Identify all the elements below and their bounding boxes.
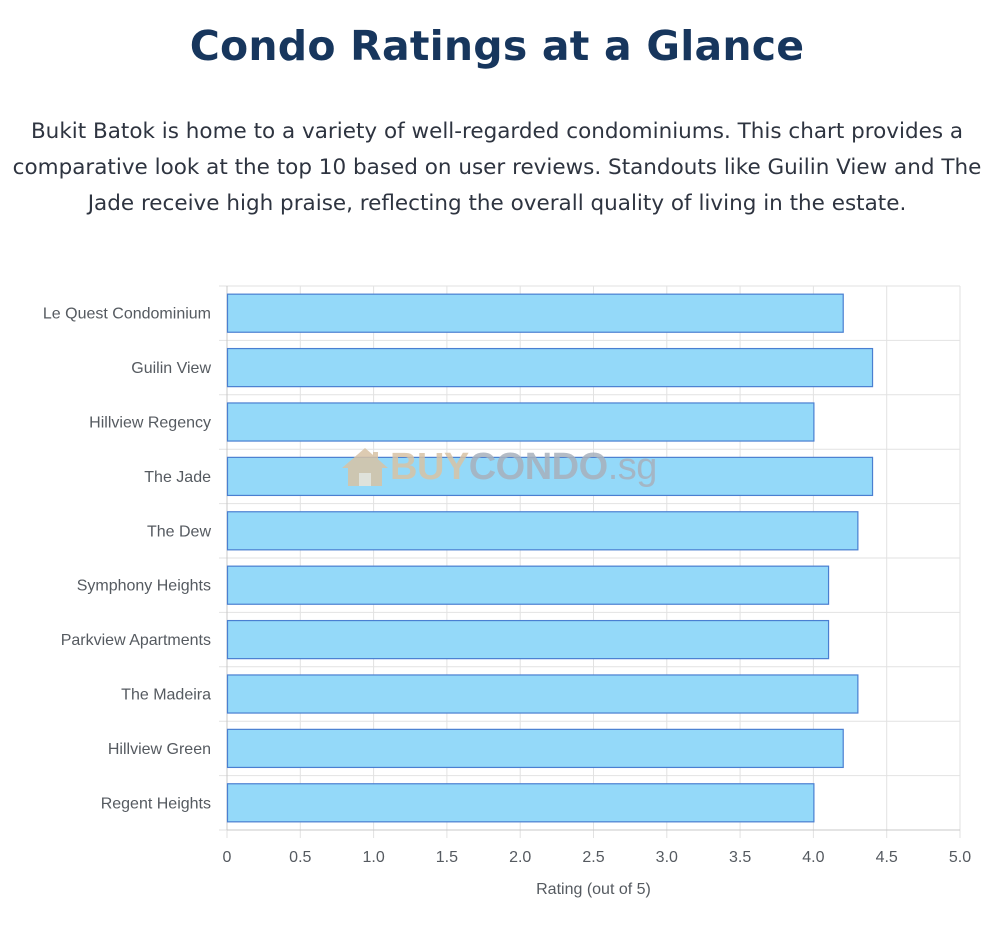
category-label: Regent Heights bbox=[101, 795, 211, 812]
bar bbox=[226, 619, 830, 660]
x-tick-label: 0 bbox=[223, 849, 232, 866]
category-label: The Dew bbox=[147, 523, 211, 540]
category-label: Hillview Regency bbox=[89, 415, 211, 432]
bar bbox=[226, 293, 844, 333]
intro-paragraph: Bukit Batok is home to a variety of well… bbox=[12, 119, 982, 216]
category-label: Le Quest Condominium bbox=[43, 306, 211, 323]
bar bbox=[226, 347, 874, 388]
x-tick-label: 0.5 bbox=[289, 849, 311, 866]
category-label: Hillview Green bbox=[108, 741, 211, 758]
x-tick-label: 4.5 bbox=[876, 849, 898, 866]
x-axis-title: Rating (out of 5) bbox=[536, 881, 651, 898]
x-tick-label: 2.0 bbox=[509, 849, 531, 866]
category-label: Symphony Heights bbox=[77, 578, 211, 595]
page-title: Condo Ratings at a Glance bbox=[189, 22, 805, 70]
category-label: The Jade bbox=[144, 469, 211, 486]
category-label: The Madeira bbox=[121, 687, 211, 704]
category-label: Guilin View bbox=[131, 360, 211, 377]
bar bbox=[226, 402, 815, 442]
x-tick-label: 3.0 bbox=[656, 849, 678, 866]
x-tick-label: 5.0 bbox=[949, 849, 971, 866]
x-tick-label: 2.5 bbox=[582, 849, 604, 866]
bar bbox=[226, 511, 859, 551]
category-label: Parkview Apartments bbox=[61, 632, 211, 649]
bar bbox=[226, 456, 874, 497]
x-tick-label: 1.5 bbox=[436, 849, 458, 866]
x-tick-label: 4.0 bbox=[802, 849, 824, 866]
bar bbox=[226, 728, 844, 769]
bar bbox=[226, 783, 815, 823]
bar bbox=[226, 565, 830, 605]
bar bbox=[226, 674, 859, 714]
x-tick-label: 3.5 bbox=[729, 849, 751, 866]
x-tick-label: 1.0 bbox=[362, 849, 384, 866]
